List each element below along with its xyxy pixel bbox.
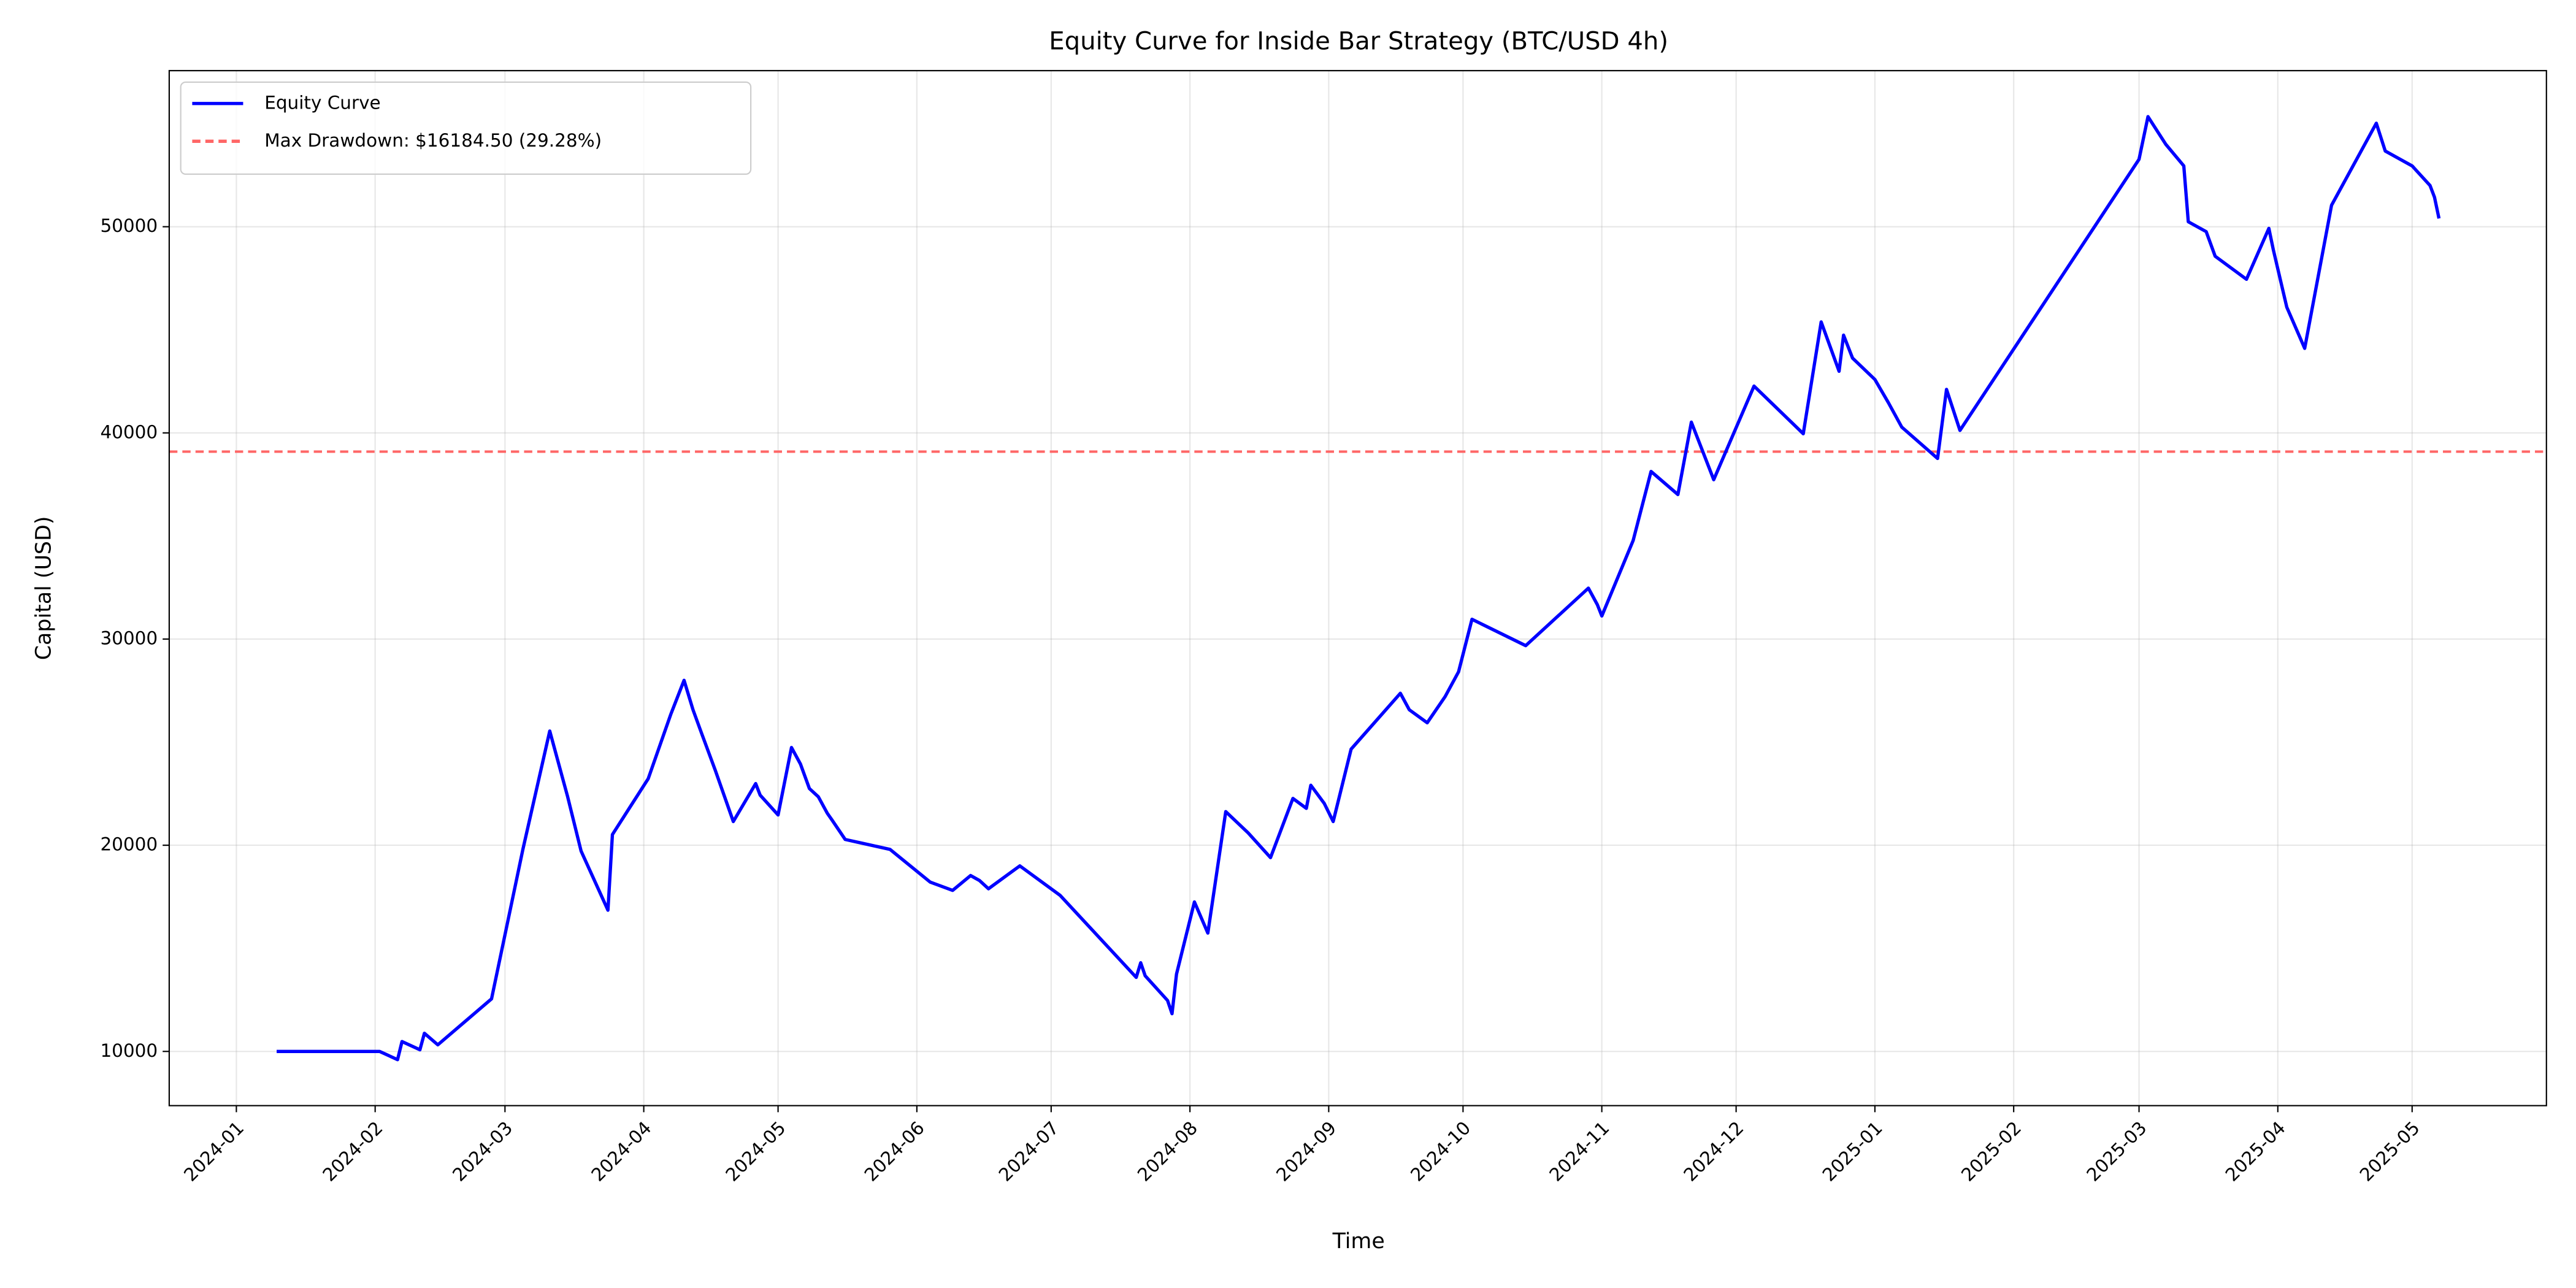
x-tick-label: 2024-01 <box>180 1117 248 1186</box>
y-tick-label: 40000 <box>100 421 158 442</box>
legend-label: Max Drawdown: $16184.50 (29.28%) <box>264 130 602 151</box>
x-tick-label: 2024-09 <box>1272 1117 1340 1186</box>
x-tick-label: 2024-10 <box>1406 1117 1474 1186</box>
chart-title: Equity Curve for Inside Bar Strategy (BT… <box>1049 28 1668 56</box>
x-tick-label: 2025-04 <box>2221 1117 2290 1186</box>
legend-label: Equity Curve <box>264 92 380 113</box>
x-tick-label: 2024-12 <box>1680 1117 1748 1186</box>
x-tick-label: 2024-05 <box>722 1117 790 1186</box>
x-tick-label: 2024-08 <box>1133 1117 1202 1186</box>
x-tick-label: 2024-06 <box>861 1117 929 1186</box>
y-axis-label: Capital (USD) <box>31 516 56 661</box>
y-tick-label: 20000 <box>100 834 158 855</box>
y-tick-label: 30000 <box>100 627 158 648</box>
x-tick-label: 2024-03 <box>448 1117 516 1186</box>
x-tick-label: 2025-03 <box>2082 1117 2150 1186</box>
y-tick-label: 50000 <box>100 215 158 236</box>
equity-line <box>277 115 2441 1062</box>
x-tick-label: 2024-11 <box>1546 1117 1614 1186</box>
x-tick-label: 2025-01 <box>1819 1117 1887 1186</box>
legend-box <box>180 81 752 175</box>
x-tick-label: 2025-02 <box>1957 1117 2025 1186</box>
x-tick-label: 2024-02 <box>319 1117 387 1186</box>
x-tick-label: 2024-07 <box>995 1117 1063 1186</box>
x-axis-label: Time <box>1332 1229 1385 1254</box>
plot-frame <box>168 70 2547 1106</box>
x-tick-label: 2024-04 <box>588 1117 656 1186</box>
y-tick-label: 10000 <box>100 1040 158 1061</box>
x-tick-label: 2025-05 <box>2356 1117 2424 1186</box>
